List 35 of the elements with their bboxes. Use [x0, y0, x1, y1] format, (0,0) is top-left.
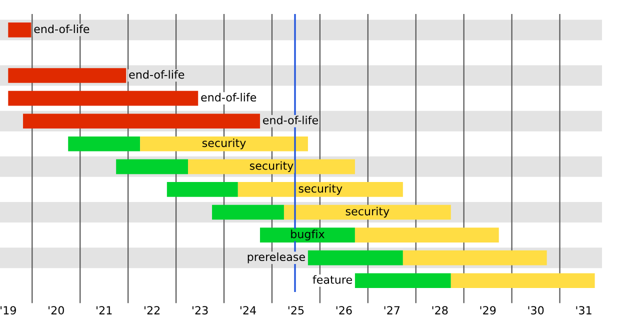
data-label: security — [202, 138, 246, 150]
bar — [68, 136, 140, 152]
data-label: end-of-life — [34, 24, 90, 34]
bar — [308, 250, 403, 266]
bar — [8, 90, 198, 106]
x-tick-label: '29 — [480, 306, 496, 314]
bar — [354, 273, 451, 288]
bar — [23, 114, 260, 129]
bar — [116, 159, 188, 174]
x-tick-label: '19 — [0, 306, 16, 314]
data-label: end-of-life — [201, 92, 256, 102]
x-tick-label: '25 — [288, 306, 304, 314]
bar — [402, 250, 547, 266]
data-label: feature — [312, 275, 352, 284]
x-tick-label: '31 — [576, 306, 592, 314]
data-label: security — [346, 206, 390, 218]
x-tick-label: '20 — [48, 306, 64, 314]
x-tick-label: '28 — [432, 306, 448, 314]
x-tick-label: '24 — [240, 306, 256, 314]
bar — [166, 182, 238, 197]
data-label: end-of-life — [263, 116, 318, 124]
x-tick-label: '27 — [384, 306, 400, 314]
bar — [212, 204, 284, 220]
x-tick-label: '23 — [192, 306, 208, 314]
x-tick-label: '30 — [528, 306, 544, 314]
data-label: end-of-life — [129, 70, 184, 79]
data-label: bugfix — [291, 230, 324, 240]
x-tick-label: '22 — [144, 306, 160, 314]
x-tick-label: '26 — [336, 306, 352, 314]
data-label: prerelease — [248, 252, 305, 264]
bar — [354, 228, 499, 242]
data-label: security — [250, 161, 294, 172]
x-tick-label: '21 — [96, 306, 112, 314]
bar — [450, 273, 595, 288]
data-label: security — [298, 184, 342, 195]
